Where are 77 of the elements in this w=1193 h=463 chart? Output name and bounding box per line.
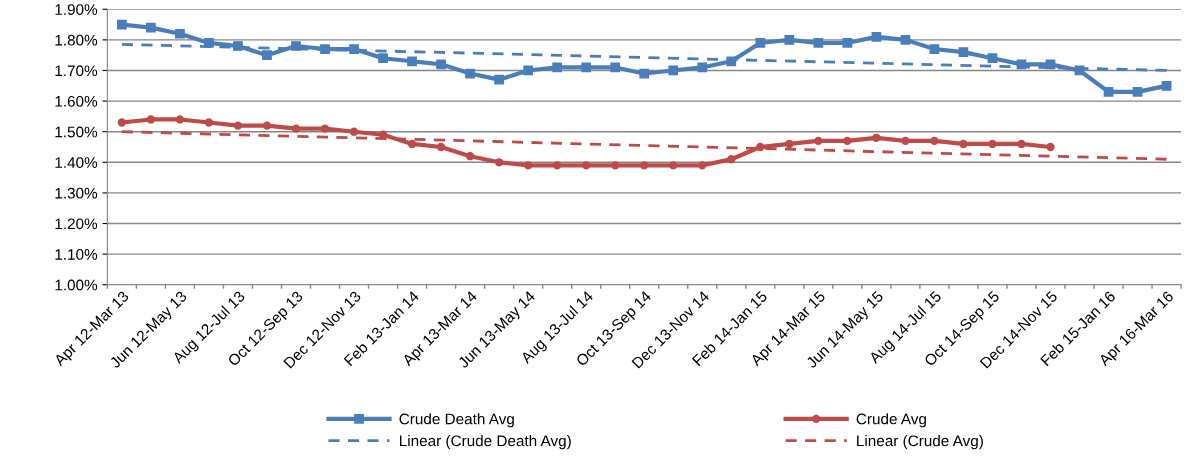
point bbox=[233, 41, 243, 51]
point bbox=[146, 22, 156, 33]
point bbox=[378, 53, 388, 64]
point bbox=[1017, 139, 1026, 149]
point bbox=[755, 38, 766, 48]
y-tick-label: 1.00% bbox=[55, 279, 98, 291]
point bbox=[494, 158, 504, 167]
point bbox=[1046, 142, 1055, 152]
point bbox=[756, 142, 765, 152]
y-tick-label: 1.90% bbox=[55, 4, 98, 15]
y-tick-label: 1.60% bbox=[55, 95, 98, 107]
point bbox=[436, 59, 446, 70]
point bbox=[175, 28, 185, 39]
y-tick-label: 1.30% bbox=[55, 187, 98, 199]
legend-label: Linear (Crude Death Avg) bbox=[400, 435, 571, 450]
point bbox=[465, 68, 475, 79]
point bbox=[930, 136, 939, 146]
point bbox=[698, 161, 707, 170]
y-tick-label: 1.80% bbox=[55, 34, 98, 46]
point bbox=[639, 68, 650, 79]
point bbox=[1132, 87, 1143, 97]
point bbox=[669, 161, 678, 170]
point bbox=[929, 44, 940, 54]
point bbox=[784, 35, 795, 45]
point bbox=[872, 133, 881, 142]
point bbox=[233, 121, 243, 130]
point bbox=[988, 139, 997, 149]
y-tick-label: 1.70% bbox=[55, 65, 98, 77]
point bbox=[523, 161, 533, 170]
point bbox=[900, 35, 911, 45]
point bbox=[117, 19, 127, 30]
y-tick-label: 1.50% bbox=[55, 126, 98, 138]
point bbox=[610, 62, 621, 73]
point bbox=[320, 124, 330, 133]
legend-label: Linear (Crude Avg) bbox=[857, 435, 983, 450]
point bbox=[987, 53, 998, 64]
point bbox=[407, 139, 417, 149]
point bbox=[813, 38, 824, 48]
y-tick-label: 1.10% bbox=[55, 249, 98, 260]
point bbox=[871, 31, 882, 42]
y-tick-label: 1.20% bbox=[55, 218, 98, 230]
point bbox=[349, 127, 359, 136]
point bbox=[204, 118, 214, 127]
point bbox=[175, 115, 185, 124]
point bbox=[117, 118, 127, 127]
point bbox=[582, 161, 591, 170]
point bbox=[523, 65, 534, 76]
point bbox=[959, 139, 968, 149]
point bbox=[668, 65, 679, 76]
y-tick-label: 1.40% bbox=[55, 157, 98, 168]
point bbox=[843, 136, 852, 146]
point bbox=[1161, 80, 1172, 91]
point bbox=[291, 124, 301, 133]
point bbox=[842, 38, 853, 48]
point bbox=[552, 62, 563, 73]
point bbox=[1103, 87, 1114, 97]
point bbox=[407, 56, 417, 67]
point bbox=[727, 155, 736, 164]
point bbox=[291, 41, 301, 51]
point bbox=[349, 44, 359, 54]
point bbox=[262, 50, 272, 61]
point bbox=[146, 115, 156, 124]
point bbox=[785, 139, 794, 149]
point bbox=[436, 142, 446, 152]
point bbox=[901, 136, 910, 146]
point bbox=[814, 136, 823, 146]
point bbox=[958, 47, 969, 57]
point bbox=[611, 161, 620, 170]
legend-label: Crude Death Avg bbox=[399, 413, 514, 428]
point bbox=[262, 121, 272, 130]
point bbox=[640, 161, 649, 170]
point bbox=[465, 152, 475, 161]
point bbox=[494, 74, 504, 85]
point bbox=[581, 62, 592, 73]
legend-label: Crude Avg bbox=[856, 413, 926, 428]
point bbox=[697, 62, 708, 73]
point bbox=[552, 161, 562, 170]
